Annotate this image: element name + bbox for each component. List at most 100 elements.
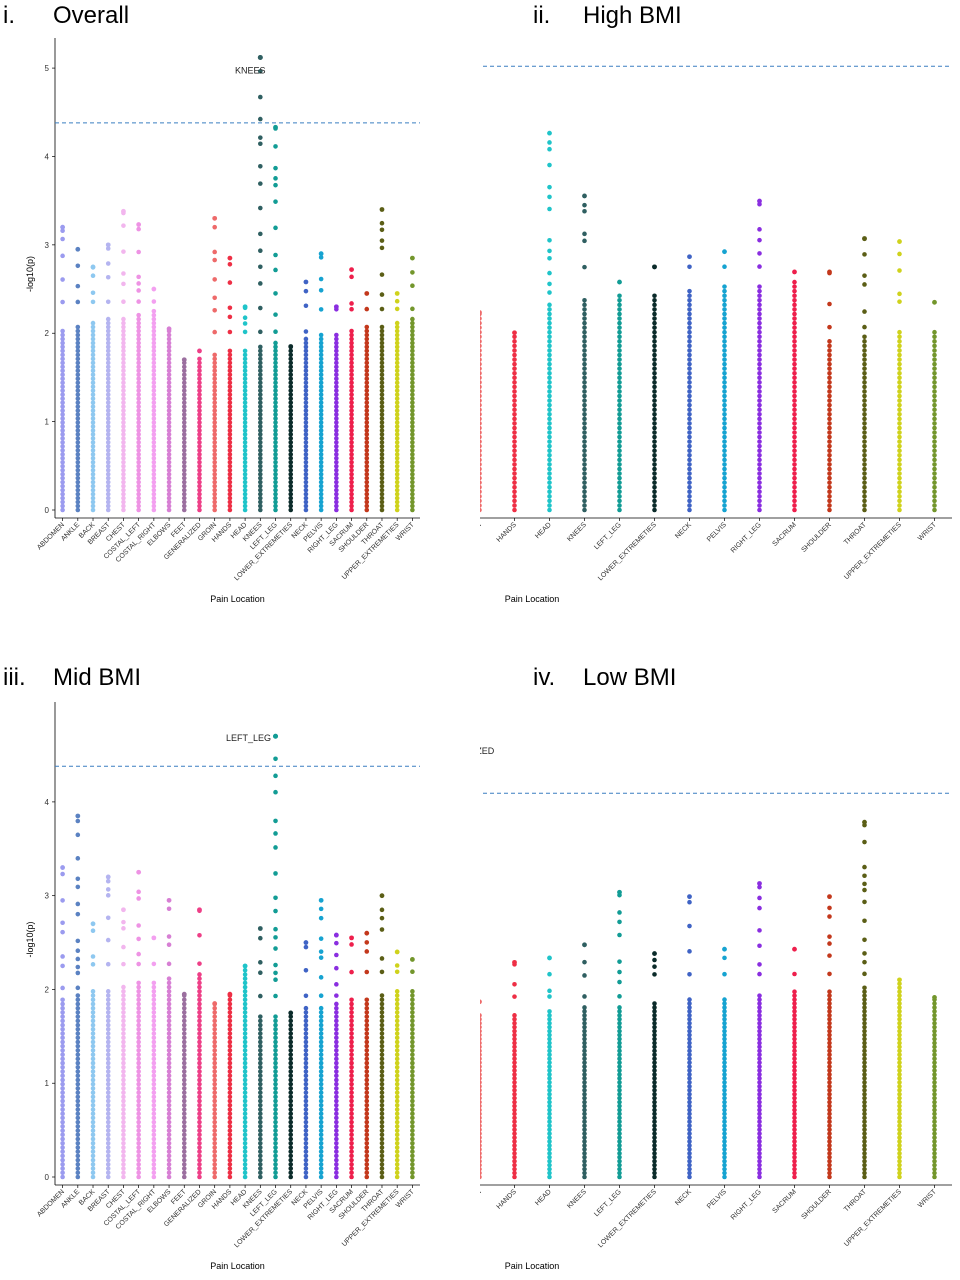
data-point xyxy=(212,1174,217,1180)
data-point xyxy=(288,1043,294,1049)
data-point xyxy=(827,1151,832,1156)
data-point xyxy=(617,1162,622,1168)
data-point xyxy=(258,305,263,311)
data-point xyxy=(617,484,622,490)
data-point xyxy=(547,416,552,422)
data-point xyxy=(512,1013,517,1018)
data-point xyxy=(512,334,517,340)
data-point xyxy=(410,1073,415,1079)
data-point xyxy=(90,1077,96,1083)
data-point xyxy=(166,356,172,362)
category-points-groin xyxy=(480,310,482,513)
data-point xyxy=(349,459,354,465)
data-point xyxy=(60,448,65,453)
data-point xyxy=(273,1170,278,1176)
data-point xyxy=(722,1119,727,1125)
data-point xyxy=(512,434,517,440)
data-point xyxy=(166,1027,172,1032)
data-point xyxy=(303,1098,309,1104)
data-point xyxy=(151,324,157,330)
data-point xyxy=(212,475,217,481)
data-point xyxy=(827,439,832,444)
data-point xyxy=(410,1170,415,1176)
x-tick-label: RIGHT_LEG xyxy=(730,1188,763,1221)
data-point xyxy=(652,489,657,495)
data-point xyxy=(75,491,81,497)
data-point xyxy=(212,408,217,413)
data-point xyxy=(687,1028,692,1034)
data-point xyxy=(792,307,797,312)
data-point xyxy=(242,1098,248,1104)
x-tick-label: WRIST xyxy=(917,521,938,542)
data-point xyxy=(757,503,762,508)
data-point xyxy=(318,1077,324,1083)
data-point xyxy=(582,452,587,458)
data-point xyxy=(617,1048,622,1054)
data-point xyxy=(60,1052,65,1057)
data-point xyxy=(379,436,385,441)
data-point xyxy=(121,1035,126,1041)
data-point xyxy=(480,1080,482,1085)
data-point xyxy=(273,404,278,409)
data-point xyxy=(687,466,692,472)
data-point xyxy=(166,1174,172,1180)
data-point xyxy=(617,370,622,376)
data-point xyxy=(318,396,324,401)
data-point xyxy=(318,1064,324,1070)
data-point xyxy=(652,1056,657,1062)
data-point xyxy=(394,1090,400,1095)
data-point xyxy=(379,455,385,461)
data-point xyxy=(212,1115,217,1121)
data-point xyxy=(349,1119,354,1125)
data-point xyxy=(136,328,141,334)
panel-title-text: Low BMI xyxy=(583,664,677,691)
y-tick-label: 0 xyxy=(45,506,50,515)
data-point xyxy=(792,402,797,408)
data-point xyxy=(687,311,692,317)
data-point xyxy=(105,491,111,497)
data-point xyxy=(757,1099,762,1105)
data-point xyxy=(136,463,141,469)
data-point xyxy=(652,1127,657,1132)
data-point xyxy=(334,1077,339,1083)
data-point xyxy=(349,404,354,409)
data-point xyxy=(212,1056,217,1062)
data-point xyxy=(258,408,263,413)
category-points-shoulder xyxy=(827,894,832,1180)
data-point xyxy=(303,432,309,437)
data-point xyxy=(181,372,187,378)
data-point xyxy=(273,1069,278,1074)
data-point xyxy=(90,452,96,457)
data-point xyxy=(273,977,278,983)
data-point xyxy=(394,356,400,362)
data-point xyxy=(480,480,482,485)
data-point xyxy=(90,336,96,342)
data-point xyxy=(410,412,415,417)
data-point xyxy=(258,1119,263,1125)
data-point xyxy=(75,412,81,417)
data-point xyxy=(227,262,233,267)
data-point xyxy=(410,1060,415,1066)
data-point xyxy=(105,1098,111,1104)
data-point xyxy=(258,348,263,354)
data-point xyxy=(897,334,902,340)
data-point xyxy=(151,1052,157,1057)
data-point xyxy=(121,1018,126,1024)
data-point xyxy=(827,1084,832,1089)
data-point xyxy=(242,980,248,986)
data-point xyxy=(90,1090,96,1095)
data-point xyxy=(151,1086,157,1091)
data-point xyxy=(582,1103,587,1109)
data-point xyxy=(242,372,248,378)
data-point xyxy=(318,1149,324,1154)
data-point xyxy=(197,475,202,481)
data-point xyxy=(757,1151,762,1156)
data-point xyxy=(151,452,157,457)
data-point xyxy=(258,1145,263,1150)
data-point xyxy=(90,989,96,994)
data-point xyxy=(288,424,294,429)
data-point xyxy=(334,1102,339,1108)
data-point xyxy=(364,388,370,393)
data-point xyxy=(288,360,294,366)
data-point xyxy=(166,989,172,994)
